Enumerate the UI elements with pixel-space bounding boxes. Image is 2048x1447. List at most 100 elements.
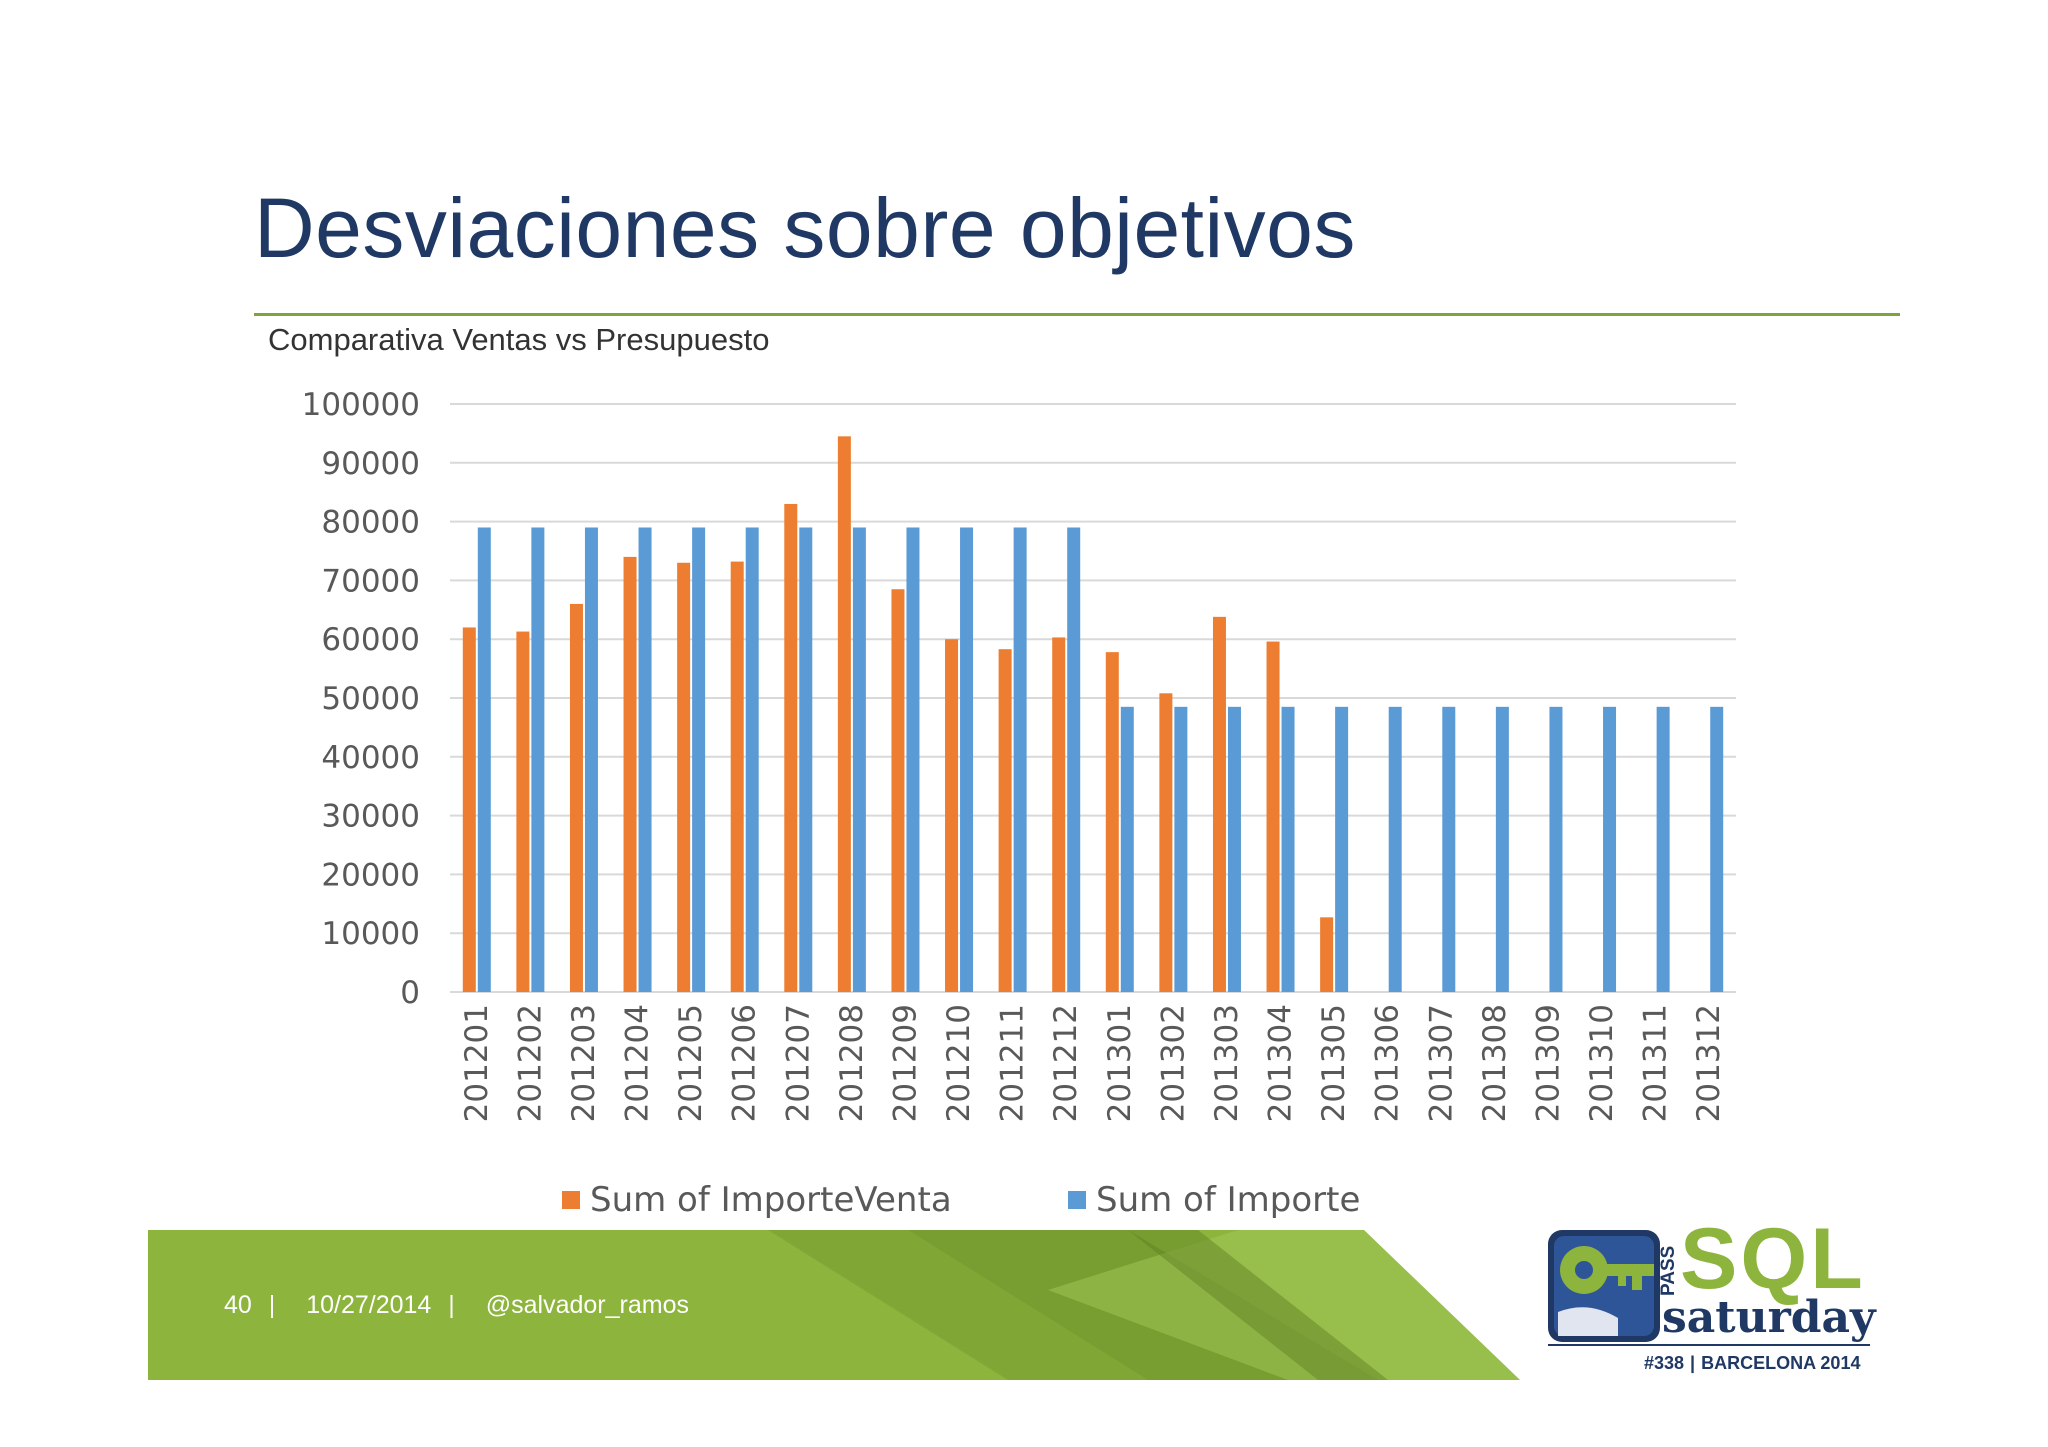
legend-swatch-importe: [1068, 1191, 1086, 1209]
x-tick-label: 201212: [1048, 1004, 1084, 1122]
bar-importeventa: [998, 649, 1012, 992]
bar-importe: [1495, 706, 1509, 992]
bar-importe: [906, 527, 920, 992]
bar-importeventa: [784, 503, 798, 992]
logo-divider: [1548, 1344, 1870, 1346]
footer-band: [148, 1230, 1520, 1380]
legend-swatch-importeventa: [562, 1191, 580, 1209]
x-tick-label: 201311: [1638, 1004, 1674, 1122]
logo-event-number: #338: [1644, 1353, 1685, 1373]
x-tick-label: 201211: [995, 1004, 1031, 1122]
x-tick-label: 201308: [1477, 1004, 1513, 1122]
logo-event-location: BARCELONA 2014: [1701, 1353, 1861, 1373]
bar-importeventa: [1320, 917, 1334, 992]
bar-importe: [1120, 706, 1134, 992]
bar-importe: [1013, 527, 1027, 992]
bar-importe: [692, 527, 706, 992]
logo-sql: SQL: [1680, 1211, 1866, 1307]
y-tick-label: 0: [400, 975, 420, 1011]
bar-importe: [1603, 706, 1617, 992]
y-tick-label: 60000: [321, 622, 420, 658]
y-tick-label: 80000: [321, 505, 420, 541]
legend-item-importeventa: Sum of ImporteVenta: [562, 1180, 952, 1220]
logo-saturday: saturday: [1662, 1292, 1876, 1343]
y-tick-label: 30000: [321, 799, 420, 835]
logo-event: #338 | BARCELONA 2014: [1644, 1353, 1861, 1373]
footer-author: @salvador_ramos: [485, 1291, 689, 1319]
footer: 40 | 10/27/2014 | @salvador_ramos: [224, 1291, 699, 1320]
bar-importeventa: [891, 589, 905, 992]
x-tick-label: 201302: [1155, 1004, 1191, 1122]
chart-title: Comparativa Ventas vs Presupuesto: [268, 322, 770, 357]
bar-importe: [745, 527, 759, 992]
x-tick-label: 201206: [727, 1004, 763, 1122]
bar-importeventa: [516, 631, 530, 992]
sql-saturday-logo: PASS SQL saturday #338 | BARCELONA 2014: [1544, 1216, 1876, 1378]
y-tick-label: 10000: [321, 916, 420, 952]
bar-chart: 0 10000 20000 30000 40000 50000 60000 70000 8000…: [302, 387, 1736, 1122]
bar-importeventa: [730, 561, 744, 992]
logo-pass: PASS: [1658, 1245, 1679, 1296]
bar-importeventa: [837, 436, 851, 993]
bar-importeventa: [623, 556, 637, 992]
legend-label-importeventa: Sum of ImporteVenta: [590, 1180, 952, 1220]
bar-importe: [1549, 706, 1563, 992]
bar-importeventa: [1159, 693, 1173, 992]
bar-importe: [584, 527, 598, 992]
chart-legend: Sum of ImporteVenta Sum of Importe: [0, 1180, 2048, 1220]
y-tick-label: 20000: [321, 857, 420, 893]
footer-separator: |: [268, 1291, 276, 1319]
x-tick-label: 201204: [620, 1004, 656, 1122]
bar-importe: [1442, 706, 1456, 992]
x-tick-label: 201307: [1423, 1004, 1459, 1122]
x-tick-label: 201306: [1370, 1004, 1406, 1122]
bar-importeventa: [677, 562, 691, 992]
x-tick-label: 201305: [1316, 1004, 1352, 1122]
y-tick-label: 40000: [321, 740, 420, 776]
bar-importe: [1174, 706, 1188, 992]
bar-importe: [960, 527, 974, 992]
bar-importe: [1067, 527, 1081, 992]
bar-importeventa: [462, 627, 476, 992]
legend-item-importe: Sum of Importe: [1068, 1180, 1360, 1220]
bar-importe: [1335, 706, 1349, 992]
x-tick-label: 201304: [1263, 1004, 1299, 1122]
bar-importeventa: [1266, 641, 1280, 992]
footer-separator: |: [448, 1291, 455, 1319]
x-tick-label: 201202: [512, 1004, 548, 1122]
x-tick-label: 201209: [887, 1004, 923, 1122]
x-tick-label: 201203: [566, 1004, 602, 1122]
footer-date: 10/27/2014: [306, 1291, 432, 1319]
y-tick-label: 90000: [321, 446, 420, 482]
y-tick-label: 50000: [321, 681, 420, 717]
bar-importe: [1281, 706, 1295, 992]
bar-importeventa: [1052, 637, 1066, 992]
bar-importe: [799, 527, 813, 992]
bar-importe: [1656, 706, 1670, 992]
slide-title: Desviaciones sobre objetivos: [254, 181, 1356, 275]
page-number: 40: [224, 1291, 252, 1319]
bar-importe: [852, 527, 866, 992]
bar-importe: [1227, 706, 1241, 992]
bar-importeventa: [569, 603, 583, 992]
x-tick-label: 201312: [1691, 1004, 1727, 1122]
x-tick-label: 201309: [1530, 1004, 1566, 1122]
x-tick-label: 201310: [1584, 1004, 1620, 1122]
bar-importe: [1710, 706, 1724, 992]
y-tick-label: 100000: [302, 387, 420, 423]
legend-label-importe: Sum of Importe: [1096, 1180, 1361, 1220]
y-tick-label: 70000: [321, 563, 420, 599]
footer-band-stripe-1: [768, 1230, 1148, 1380]
bar-importeventa: [1105, 652, 1119, 992]
bar-importe: [638, 527, 652, 992]
x-tick-label: 201201: [459, 1004, 495, 1122]
x-tick-label: 201301: [1102, 1004, 1138, 1122]
title-divider: [254, 313, 1900, 316]
bar-importe: [1388, 706, 1402, 992]
bar-importeventa: [1212, 616, 1226, 992]
bar-importe: [477, 527, 491, 992]
x-tick-label: 201208: [834, 1004, 870, 1122]
x-tick-label: 201205: [673, 1004, 709, 1122]
x-tick-label: 201210: [941, 1004, 977, 1122]
bar-importe: [531, 527, 545, 992]
